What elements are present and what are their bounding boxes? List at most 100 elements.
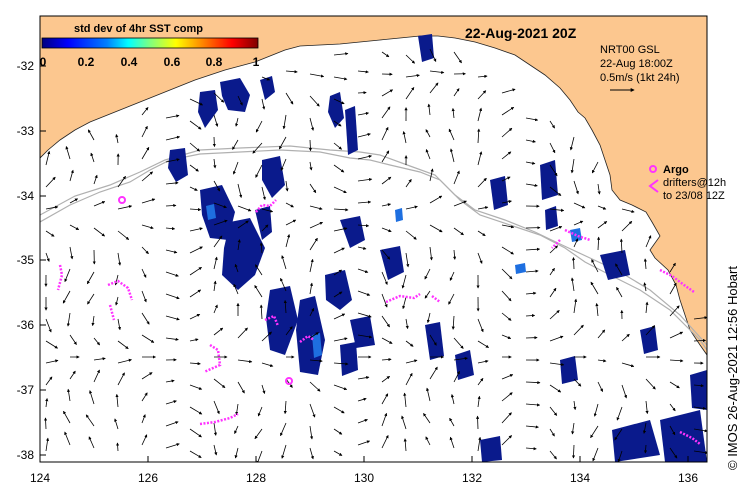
current-vector [405, 252, 410, 268]
current-vector [280, 422, 287, 437]
current-vector [669, 381, 680, 389]
current-vector [525, 380, 541, 385]
current-vector [69, 169, 74, 182]
current-vector [645, 325, 656, 336]
current-vector [451, 107, 455, 119]
current-vector [448, 128, 455, 141]
current-vector [477, 359, 489, 364]
current-vector [189, 450, 202, 458]
current-vector [283, 400, 287, 415]
current-vector [189, 142, 200, 152]
current-vector [573, 202, 586, 209]
current-vector [525, 183, 538, 187]
current-vector [165, 227, 176, 231]
current-vector [285, 234, 291, 248]
current-vector [333, 384, 348, 391]
lon-tick-132: 132 [462, 471, 482, 485]
current-vector [141, 198, 156, 204]
current-vector [425, 149, 431, 160]
current-vector [381, 271, 388, 286]
current-vector [213, 180, 220, 192]
current-vector [693, 338, 707, 343]
current-vector [643, 258, 647, 270]
current-vector [333, 247, 345, 254]
current-vector [237, 183, 243, 199]
current-vector [213, 158, 217, 169]
current-vector [477, 107, 483, 122]
colorbar-tick-1: 0.2 [78, 55, 95, 69]
current-vector [549, 450, 557, 460]
current-vector [309, 425, 314, 440]
current-vector [309, 403, 316, 418]
current-vector [429, 48, 437, 62]
current-vector [213, 235, 223, 248]
current-vector [285, 70, 298, 74]
current-vector [333, 269, 343, 276]
current-vector [501, 374, 514, 380]
current-vector [357, 397, 367, 402]
current-vector [165, 249, 178, 254]
current-vector [90, 152, 95, 163]
current-vector [449, 417, 455, 427]
current-vector [453, 227, 464, 236]
current-vector [213, 256, 218, 270]
current-vector [402, 131, 407, 144]
current-vector [453, 249, 457, 260]
current-vector [477, 90, 487, 100]
current-vector [237, 381, 245, 394]
current-vector [115, 296, 119, 306]
current-vector [403, 438, 407, 452]
current-vector [621, 220, 633, 232]
current-vector [593, 403, 599, 417]
current-vector [309, 95, 320, 107]
current-vector [88, 436, 95, 449]
current-vector [425, 129, 431, 138]
current-vector [165, 203, 177, 208]
current-vector [573, 238, 579, 248]
lon-tick-136: 136 [678, 471, 698, 485]
current-vector [333, 428, 343, 435]
current-vector [189, 289, 202, 298]
current-vector [116, 442, 120, 452]
colorbar-title: std dev of 4hr SST comp [74, 23, 203, 35]
current-vector [549, 406, 558, 416]
current-vector [525, 247, 541, 251]
current-vector [573, 220, 584, 226]
colorbar-gradient [41, 37, 259, 49]
current-vector [45, 252, 50, 262]
current-vector [448, 293, 455, 305]
current-vector [117, 358, 132, 364]
current-vector [261, 76, 271, 81]
current-vector [45, 230, 55, 237]
current-vector [91, 315, 95, 327]
current-vector [643, 282, 647, 292]
current-vector [357, 91, 367, 95]
current-vector [213, 327, 224, 336]
current-vector [213, 92, 225, 103]
current-vector [261, 384, 266, 394]
current-vector [189, 164, 199, 172]
current-vector [357, 312, 372, 318]
current-vector [549, 287, 557, 298]
current-vector [453, 170, 460, 185]
current-vector [669, 403, 676, 412]
current-vector [280, 277, 287, 292]
current-vector [261, 362, 274, 368]
colorbar-tick-3: 0.6 [164, 55, 181, 69]
current-vector [405, 318, 409, 330]
current-vector [237, 205, 252, 212]
current-vector [259, 304, 263, 320]
current-vector [595, 302, 599, 317]
current-vector [235, 117, 239, 127]
current-vector [189, 207, 202, 212]
current-vector [381, 315, 390, 328]
current-vector [333, 76, 348, 81]
current-vector [669, 282, 677, 295]
current-vector [333, 208, 349, 212]
current-vector [693, 406, 707, 410]
current-vector [357, 440, 371, 446]
current-vector [573, 400, 577, 411]
lon-tick-124: 124 [30, 471, 50, 485]
current-vector [309, 221, 324, 229]
